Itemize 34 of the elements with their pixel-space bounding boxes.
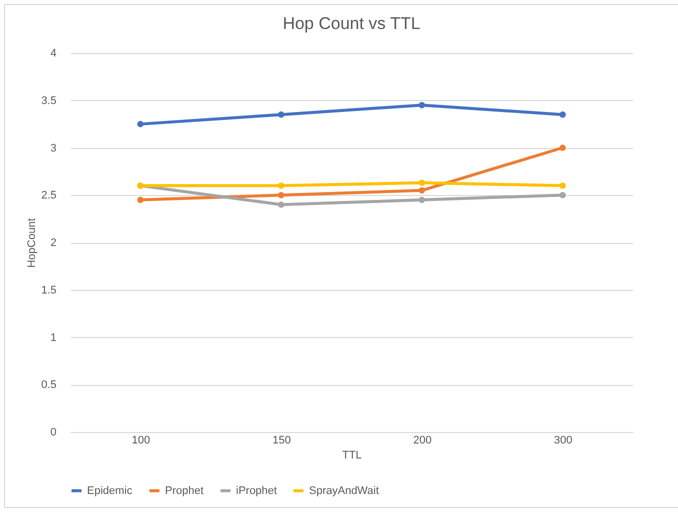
point bbox=[137, 120, 144, 128]
legend-label: Prophet bbox=[165, 484, 204, 497]
point bbox=[418, 187, 426, 194]
point bbox=[278, 182, 284, 189]
x-tick-label: 100 bbox=[132, 434, 150, 446]
y-tick-label: 0.5 bbox=[41, 379, 56, 392]
legend-label: iProphet bbox=[236, 484, 277, 497]
y-tick-label: 3 bbox=[50, 142, 56, 154]
point bbox=[559, 192, 566, 198]
y-tick-label: 4 bbox=[50, 48, 56, 60]
point bbox=[559, 111, 566, 118]
point bbox=[418, 180, 426, 186]
point bbox=[418, 196, 426, 204]
point bbox=[278, 201, 284, 208]
y-axis-title: HopCount bbox=[26, 218, 38, 268]
x-tick-label: 300 bbox=[554, 434, 572, 446]
point bbox=[137, 196, 144, 204]
x-tick-label: 200 bbox=[413, 434, 432, 446]
y-tick-label: 1 bbox=[50, 332, 56, 344]
y-tick-label: 1.5 bbox=[41, 284, 56, 296]
point bbox=[278, 111, 284, 118]
chart-title: Hop Count vs TTL bbox=[282, 14, 420, 33]
point bbox=[559, 144, 566, 151]
x-tick-label: 150 bbox=[272, 434, 291, 446]
legend-label: Epidemic bbox=[87, 484, 133, 497]
point bbox=[559, 182, 566, 189]
y-tick-label: 2 bbox=[50, 237, 56, 249]
point bbox=[418, 102, 426, 108]
y-tick-label: 2.5 bbox=[41, 190, 56, 202]
y-tick-label: 3.5 bbox=[41, 94, 56, 107]
legend-label: SprayAndWait bbox=[309, 484, 379, 497]
x-axis-title: TTL bbox=[342, 450, 362, 462]
point bbox=[278, 192, 284, 198]
y-tick-label: 0 bbox=[50, 426, 56, 438]
